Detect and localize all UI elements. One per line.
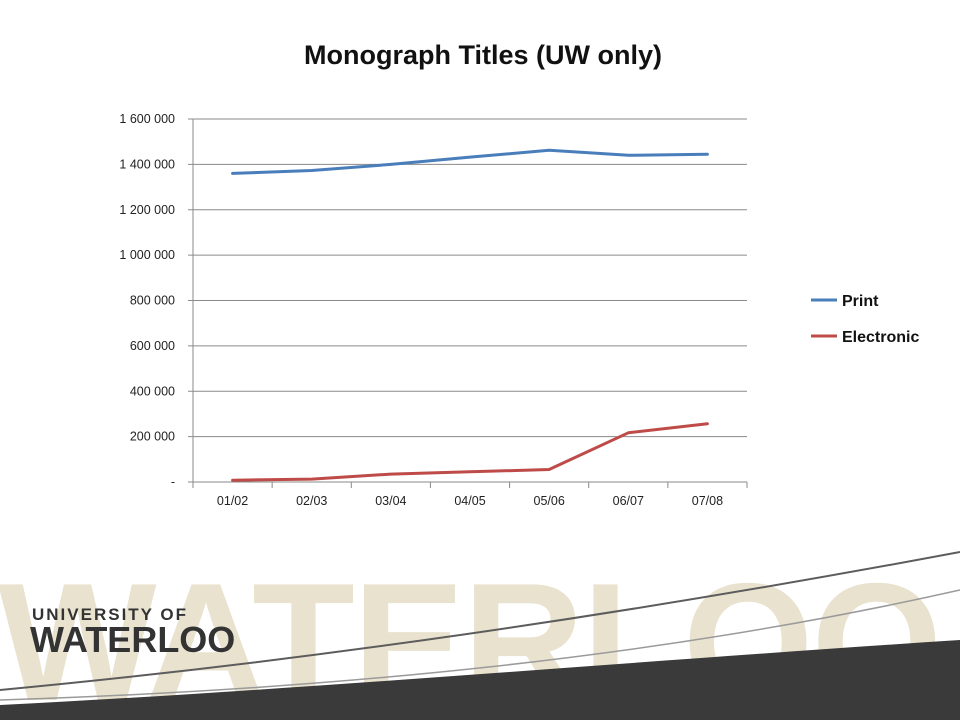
series-line-electronic — [231, 422, 709, 482]
footer-curve-dark — [0, 551, 960, 691]
logo-line-university-of: UNIVERSITY OF — [32, 605, 188, 624]
y-tick-label: 400 000 — [130, 384, 175, 398]
y-tick-label: 1 400 000 — [119, 157, 175, 171]
footer-decoration: WATERLOO UNIVERSITY OF WATERLOO — [0, 548, 960, 720]
x-tick-label: 07/08 — [692, 494, 723, 508]
logo-line-waterloo: WATERLOO — [30, 619, 235, 660]
footer-curve-light — [0, 589, 960, 701]
series-lines — [231, 148, 709, 482]
y-tick-label: 1 000 000 — [119, 248, 175, 262]
y-tick-label: 1 200 000 — [119, 203, 175, 217]
x-tick-label: 04/05 — [454, 494, 485, 508]
gridlines — [193, 118, 747, 438]
y-tick-label: 600 000 — [130, 339, 175, 353]
legend-label-electronic: Electronic — [842, 329, 919, 346]
x-tick-label: 02/03 — [296, 494, 327, 508]
x-tick-label: 06/07 — [613, 494, 644, 508]
footer-band — [0, 640, 960, 720]
x-tick-label: 01/02 — [217, 494, 248, 508]
x-tick-label: 05/06 — [534, 494, 565, 508]
y-tick-label: 200 000 — [130, 430, 175, 444]
legend-label-print: Print — [842, 293, 879, 310]
x-axis: 01/02 02/03 03/04 04/05 05/06 06/07 07/08 — [192, 481, 748, 508]
x-tick-label: 03/04 — [375, 494, 406, 508]
chart-title: Monograph Titles (UW only) — [304, 40, 662, 70]
y-tick-label: 1 600 000 — [119, 112, 175, 126]
legend: Print Electronic — [811, 293, 919, 346]
y-tick-label: 800 000 — [130, 294, 175, 308]
y-tick-label: - — [171, 475, 175, 489]
university-logo: UNIVERSITY OF WATERLOO — [30, 605, 235, 660]
series-line-print — [231, 148, 709, 175]
y-axis-ticks: - 200 000 400 000 600 000 800 000 1 000 000 1 … — [119, 112, 194, 489]
